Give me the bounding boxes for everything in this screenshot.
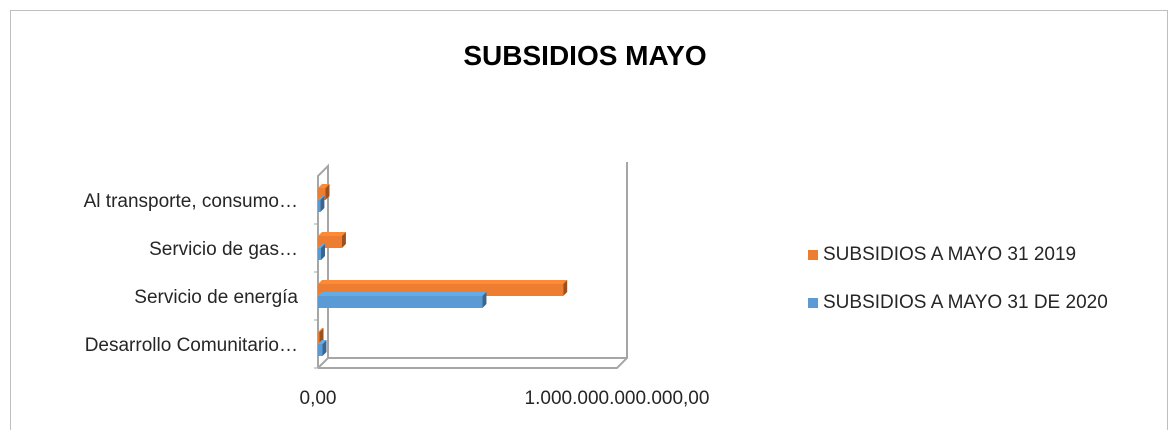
category-label: Servicio de gas… xyxy=(149,239,298,260)
category-label: Servicio de energía xyxy=(134,287,298,308)
bar-2019-top xyxy=(318,232,346,236)
bar-2019 xyxy=(318,332,320,344)
bar-2019-top xyxy=(318,328,324,332)
bar-2020-top xyxy=(318,292,487,296)
bar-2019-side xyxy=(563,280,568,296)
bar-2020 xyxy=(318,200,321,212)
legend-swatch-2020 xyxy=(808,298,818,308)
legend-label-2020: SUBSIDIOS A MAYO 31 DE 2020 xyxy=(823,292,1108,313)
axis-floor-front xyxy=(318,162,628,369)
bar-2020-top xyxy=(318,196,325,200)
bar-2020 xyxy=(318,296,483,308)
legend-item-2020: SUBSIDIOS A MAYO 31 DE 2020 xyxy=(808,290,1108,316)
bar-2020 xyxy=(318,344,323,356)
chart-frame xyxy=(10,10,1168,430)
bar-2020 xyxy=(318,248,321,260)
bar-2020-side xyxy=(322,340,327,356)
bar-2020-side xyxy=(320,244,325,260)
bar-2020-top xyxy=(318,244,325,248)
legend-label-2019: SUBSIDIOS A MAYO 31 2019 xyxy=(823,244,1077,265)
chart-legend: SUBSIDIOS A MAYO 31 2019 SUBSIDIOS A MAY… xyxy=(808,242,1108,338)
bar-2020-side xyxy=(482,292,487,308)
bar-2019-top xyxy=(318,280,568,284)
category-label: Desarrollo Comunitario… xyxy=(85,335,298,356)
bar-2020-side xyxy=(320,196,325,212)
bar-2019-top xyxy=(318,184,330,188)
bar-2019 xyxy=(318,188,326,200)
x-tick-label: 1.000.000.000.000,00 xyxy=(525,388,710,409)
chart-title: SUBSIDIOS MAYO xyxy=(463,40,707,71)
axis-floor-back xyxy=(317,357,627,369)
legend-swatch-2019 xyxy=(808,250,818,260)
bar-2019-side xyxy=(341,232,346,248)
bar-2019-side xyxy=(325,184,330,200)
bar-2020-top xyxy=(318,340,327,344)
category-label: Al transporte, consumo… xyxy=(84,191,298,212)
legend-item-2019: SUBSIDIOS A MAYO 31 2019 xyxy=(808,242,1108,268)
x-tick-label: 0,00 xyxy=(300,388,337,409)
